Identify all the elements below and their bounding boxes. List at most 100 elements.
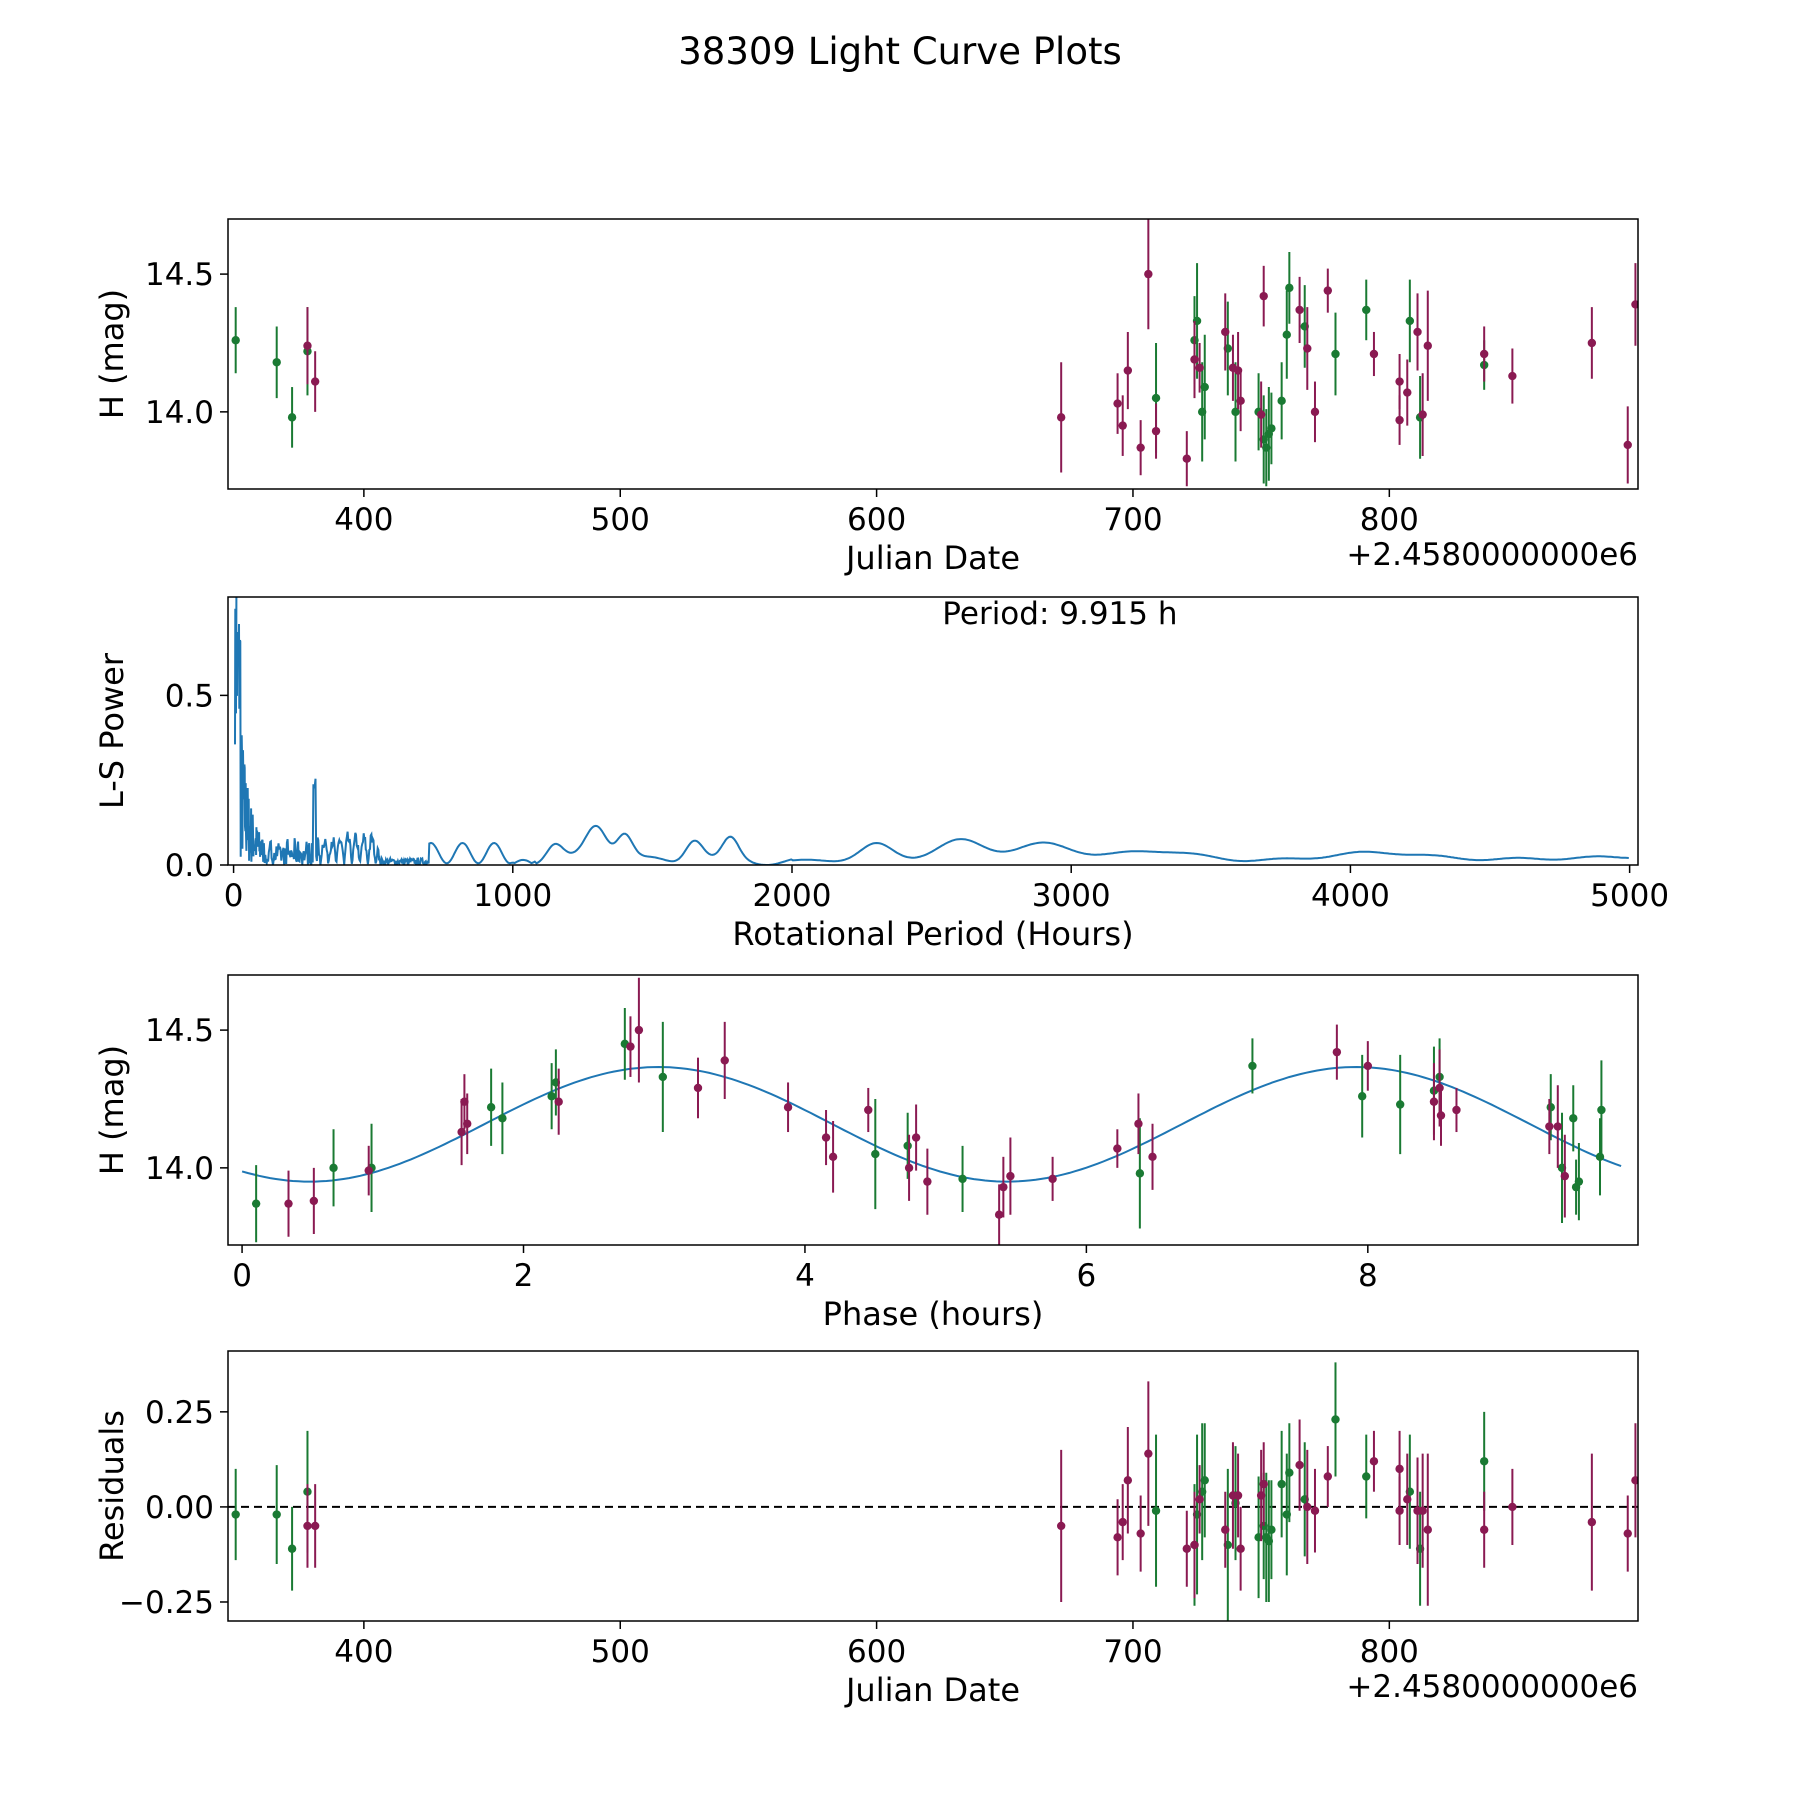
data-point-purple	[693, 1083, 703, 1093]
data-point-purple	[1587, 1517, 1597, 1527]
data-point-purple	[303, 341, 312, 350]
data-point-green	[1200, 382, 1209, 392]
data-point-purple	[310, 1521, 320, 1531]
data-point-purple	[999, 1182, 1008, 1192]
x-tick-label: 500	[591, 502, 650, 538]
data-point-green	[1151, 393, 1161, 403]
x-tick-label: 500	[591, 1634, 650, 1670]
x-tick-label: 700	[1103, 1634, 1162, 1670]
x-tick-label: 1000	[473, 878, 552, 914]
data-point-green	[1362, 1472, 1371, 1481]
data-point-purple	[284, 1199, 293, 1208]
plot-frame-residuals	[227, 1350, 1639, 1622]
x-tick-label: 600	[847, 502, 906, 538]
y-tick-label: 0.00	[145, 1490, 214, 1526]
data-point-purple	[1423, 341, 1432, 350]
data-points-raw-light-curve	[231, 219, 1638, 487]
x-axis-offset-label: +2.4580000000e6	[1346, 537, 1638, 573]
data-point-purple	[1323, 286, 1333, 295]
y-tick-label: −0.25	[119, 1585, 214, 1621]
data-point-green	[1569, 1114, 1578, 1123]
plot-frame-phased	[227, 974, 1639, 1246]
panel-residuals: 400 500 600 700 800 −0.25 0.00 0.25 Julian Date R…	[93, 1395, 1638, 1709]
data-point-purple	[1435, 1083, 1444, 1093]
data-point-purple	[457, 1127, 466, 1137]
data-point-purple	[463, 1119, 472, 1128]
data-point-purple	[994, 1210, 1004, 1219]
data-point-purple	[1395, 415, 1404, 425]
y-tick-label: 14.0	[145, 395, 214, 431]
x-tick-label: 2	[514, 1258, 534, 1294]
data-point-green	[903, 1141, 912, 1151]
data-point-purple	[1190, 1540, 1199, 1550]
data-point-purple	[864, 1105, 873, 1115]
x-axis-label: Julian Date	[844, 1671, 1020, 1709]
data-point-purple	[1113, 1144, 1122, 1153]
panel-raw-light-curve: 400 500 600 700 800 14.0 14.5 Julian Date H (mag…	[93, 257, 1638, 577]
data-point-purple	[1413, 327, 1422, 337]
data-point-green	[1595, 1152, 1605, 1162]
x-tick-label: 2000	[753, 878, 832, 914]
data-point-green	[231, 336, 240, 345]
data-point-purple	[1056, 413, 1066, 422]
data-point-purple	[1310, 407, 1320, 417]
data-point-purple	[310, 377, 320, 386]
data-point-purple	[1303, 1502, 1312, 1512]
data-point-purple	[1479, 349, 1489, 359]
data-point-green	[1282, 330, 1291, 339]
data-point-green	[272, 1510, 281, 1519]
data-point-purple	[1323, 1472, 1333, 1481]
x-tick-label: 0	[232, 1258, 252, 1294]
data-point-purple	[1056, 1521, 1066, 1531]
data-point-purple	[554, 1097, 563, 1106]
data-point-green	[498, 1114, 507, 1123]
data-points-phased-light-curve	[251, 977, 1606, 1245]
data-point-purple	[1190, 355, 1199, 364]
data-point-purple	[1195, 1495, 1204, 1504]
data-point-purple	[1148, 1152, 1157, 1162]
data-point-green	[1331, 1415, 1340, 1424]
data-point-purple	[1136, 1529, 1145, 1538]
y-tick-label: 14.5	[145, 257, 214, 293]
data-point-green	[1546, 1103, 1555, 1112]
data-point-purple	[1195, 363, 1204, 372]
x-tick-label: 4	[795, 1258, 815, 1294]
data-point-purple	[1560, 1171, 1570, 1181]
data-point-purple	[1136, 443, 1145, 452]
data-point-green	[1277, 1479, 1286, 1489]
data-point-purple	[1303, 344, 1312, 353]
periodogram-curve	[234, 597, 1629, 865]
data-point-purple	[1123, 366, 1133, 375]
data-point-green	[958, 1174, 967, 1184]
period-annotation: Period: 9.915 h	[942, 596, 1177, 632]
data-points-residuals	[231, 1362, 1638, 1621]
figure-title: 38309 Light Curve Plots	[678, 30, 1122, 73]
data-point-green	[287, 413, 297, 422]
panel-phased-light-curve: 0 2 4 6 8 14.0 14.5 Phase (hours) H (mag)	[93, 1013, 1378, 1333]
y-axis-label: H (mag)	[93, 289, 131, 419]
data-point-purple	[1233, 1491, 1243, 1500]
data-point-purple	[309, 1196, 319, 1206]
data-point-green	[1135, 1169, 1145, 1178]
data-point-purple	[1631, 300, 1638, 309]
y-tick-label: 0.0	[165, 848, 214, 884]
data-point-green	[1200, 1476, 1209, 1485]
data-point-green	[1395, 1100, 1405, 1109]
data-point-purple	[1123, 1476, 1133, 1485]
data-point-green	[1277, 396, 1286, 406]
x-axis-label: Phase (hours)	[823, 1295, 1044, 1333]
data-point-purple	[1623, 1529, 1632, 1538]
y-tick-label: 14.0	[145, 1151, 214, 1187]
data-point-purple	[1508, 371, 1517, 381]
y-axis-label: L-S Power	[93, 652, 131, 809]
data-point-purple	[1236, 396, 1245, 406]
x-tick-label: 400	[334, 1634, 393, 1670]
data-point-purple	[1182, 454, 1192, 463]
data-point-purple	[1134, 1119, 1143, 1128]
data-point-purple	[1363, 1061, 1373, 1071]
model-fit-curve	[241, 1065, 1622, 1183]
data-point-green	[871, 1149, 880, 1159]
data-point-purple	[626, 1042, 635, 1051]
data-point-green	[547, 1092, 556, 1101]
